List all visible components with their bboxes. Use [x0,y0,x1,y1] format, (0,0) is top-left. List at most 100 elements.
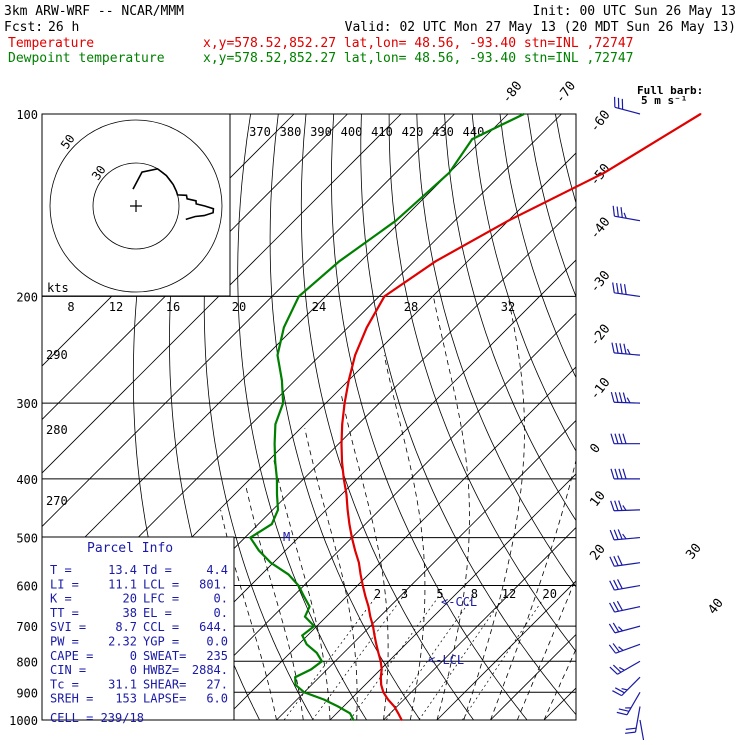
temperature-point [435,260,437,262]
temperature-point [358,562,360,564]
isotherm-label: 10 [587,488,608,510]
dewpoint-point [277,354,279,356]
temperature-point [354,354,356,356]
wind-barb-feather [611,434,614,444]
temperature-point [397,712,399,714]
parcel-label: SREH = [50,692,93,706]
parcel-label: SVI = [50,620,86,634]
hodograph-scale-label: 28 [404,300,418,314]
wind-barb-feather [617,601,622,610]
wind-barb-feather [619,647,624,651]
temperature-point [344,402,346,404]
ccl-marker: <-CCL [441,595,477,609]
wind-barb-feather [619,501,622,511]
dry-adiabat [332,114,528,720]
wind-barb-feather [610,530,614,540]
dewpoint-point [395,220,397,222]
wind-barb-feather [619,434,622,444]
wind-barb-feather [612,691,621,696]
parcel-label: SHEAR= [143,677,186,691]
hodograph-scale-label: 24 [312,300,326,314]
parcel-label: LI = [50,577,79,591]
wind-barb-feather [619,392,622,402]
dewpoint-point [276,494,278,496]
temperature-point [380,676,382,678]
dewpoint-point [306,643,308,645]
parcel-value: 6.0 [206,692,228,706]
parcel-value: 31.1 [108,677,137,691]
moist-adiabat [544,296,733,720]
theta-label: 290 [46,348,68,362]
parcel-value: 235 [206,649,228,663]
theta-e-label: 430 [432,125,454,139]
mixing-ratio-label: 12 [502,587,516,601]
temperature-point [401,719,403,721]
dewpoint-point [249,537,251,539]
parcel-label: HWBZ= [143,663,179,677]
wind-barb-feather [611,392,614,402]
parcel-label: YGP = [143,635,179,649]
parcel-value: 0 [130,663,137,677]
valid-time: Valid: 02 UTC Mon 27 May 13 (20 MDT Sun … [345,20,736,35]
wind-barb-feather [615,392,618,402]
temperature-point [362,585,364,587]
wind-barb-feather [620,343,622,353]
moist-adiabat [464,296,525,720]
wind-barb-feather [611,501,614,511]
parcel-value: 4.4 [206,563,228,577]
parcel-label: K = [50,592,72,606]
dewpoint-point [321,660,323,662]
dry-adiabat [555,114,740,720]
wind-barb-feather [614,580,619,589]
parcel-label: TT = [50,606,79,620]
dewpoint-point [323,699,325,701]
parcel-info-title: Parcel Info [87,541,173,556]
dewpoint-point [338,260,340,262]
temperature-point [368,606,370,608]
temperature-point [341,443,343,445]
dry-adiabat [666,114,740,720]
wind-barb-staff [640,720,645,740]
wind-barb-feather [621,284,623,294]
dry-adiabat [270,114,420,720]
isotherm-label: -80 [499,79,525,107]
wind-barb-feather [619,667,624,670]
pressure-label: 400 [16,473,38,487]
pressure-label: 1000 [9,714,38,728]
isotherm-label: 0 [587,441,604,456]
hodograph-scale-label: 20 [232,300,246,314]
dewpoint-point [271,523,273,525]
wind-barb-feather [626,728,636,729]
temperature-point [381,669,383,671]
isotherm-label: 40 [705,596,726,618]
wind-barb-feather [613,282,615,292]
dewpoint-point [288,574,290,576]
dewpoint-point [298,296,300,298]
parcel-cell: CELL = 239/18 [50,711,144,725]
temperature-point [360,574,362,576]
wind-barb-feather [625,732,635,733]
dewpoint-point [295,684,297,686]
wind-barb-feather [622,689,628,690]
temperature-point [348,379,350,381]
parcel-value: 644. [199,620,228,634]
wind-barb-feather [613,602,618,611]
isotherm [437,114,740,720]
temperature-point [700,113,702,115]
pressure-label: 500 [16,532,38,546]
dewpoint-point [282,402,284,404]
parcel-label: LCL = [143,577,179,591]
theta-label: 280 [46,423,68,437]
theta-e-label: 370 [249,125,271,139]
mixing-ratio-line [350,594,441,720]
isotherm-label: -20 [587,322,613,350]
parcel-value: 13.4 [108,563,137,577]
dry-adiabat [694,114,740,720]
wind-barb-feather [613,206,614,216]
mixing-ratio-label: 3 [401,587,408,601]
pressure-label: 600 [16,580,38,594]
dewpoint-point [337,706,339,708]
wind-barb-feather [623,393,626,403]
isotherm [384,114,740,720]
